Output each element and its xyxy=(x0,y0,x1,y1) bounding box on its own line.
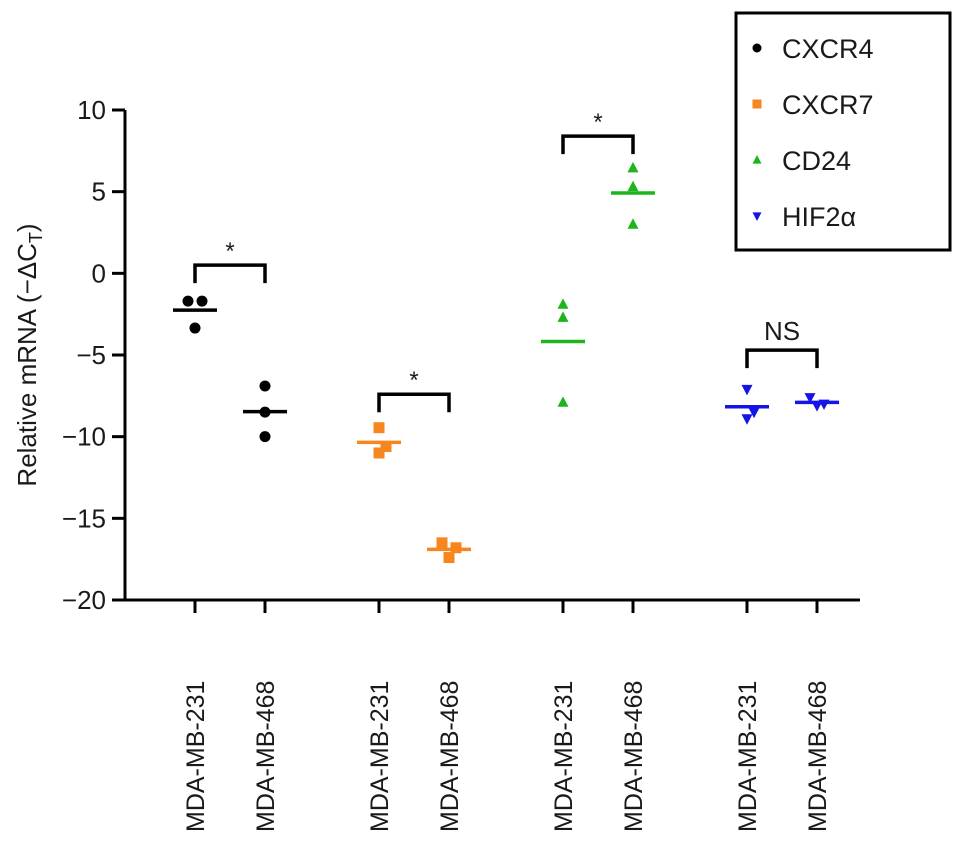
series-hif2 xyxy=(725,384,839,425)
y-axis-label-sub: T xyxy=(26,232,46,243)
data-point xyxy=(380,440,392,452)
data-point xyxy=(557,298,569,309)
y-tick-label: 10 xyxy=(77,95,106,125)
series-cd24 xyxy=(541,161,655,407)
y-tick-label: −5 xyxy=(76,340,106,370)
x-tick-label: MDA-MB-468 xyxy=(436,681,464,832)
legend-item: CXCR7 xyxy=(752,90,874,120)
x-tick-label: MDA-MB-468 xyxy=(252,681,280,832)
legend-item: CD24 xyxy=(752,146,851,176)
data-point xyxy=(557,396,569,407)
y-axis-label: Relative mRNA (−ΔCT) xyxy=(12,223,46,486)
significance-bracket xyxy=(193,263,267,284)
data-point xyxy=(373,447,385,459)
legend-label: CXCR4 xyxy=(782,34,874,64)
legend-marker xyxy=(752,155,762,164)
axes: 10 5 0 −5 −10 −15 −20 MDA-MB-231 MDA-MB-468 MDA-M… xyxy=(62,95,860,832)
data-point xyxy=(557,311,569,322)
x-tick-label: MDA-MB-468 xyxy=(620,681,648,832)
significance-bracket xyxy=(561,134,635,155)
legend-marker xyxy=(752,99,762,109)
legend-box xyxy=(734,11,952,252)
series-cxcr7 xyxy=(357,422,471,564)
data-point xyxy=(627,180,639,192)
y-tick-label: 0 xyxy=(92,258,106,288)
significance-bracket xyxy=(377,392,451,413)
x-tick-label: MDA-MB-468 xyxy=(804,681,832,832)
data-point xyxy=(804,393,816,404)
data-point xyxy=(182,295,194,307)
legend-marker xyxy=(752,43,762,53)
legend-label: CD24 xyxy=(782,146,851,176)
x-tick-label: MDA-MB-231 xyxy=(550,681,578,832)
y-tick-label: −20 xyxy=(62,585,106,615)
legend-item: HIF2α xyxy=(752,202,856,232)
y-tick-label: −10 xyxy=(62,422,106,452)
data-point xyxy=(189,322,201,334)
data-point xyxy=(436,537,448,549)
legend-label: CXCR7 xyxy=(782,90,874,120)
y-axis-label-main: Relative mRNA (−ΔC xyxy=(12,243,42,486)
y-tick-label: −15 xyxy=(62,503,106,533)
data-point xyxy=(748,407,760,419)
data-point xyxy=(741,384,753,396)
data-point xyxy=(259,380,271,392)
y-axis-label-end: ) xyxy=(12,223,42,232)
data-marks: * * * NS xyxy=(173,109,839,564)
legend-label: HIF2α xyxy=(782,202,856,232)
data-point xyxy=(259,431,271,443)
legend: CXCR4 CXCR7 CD24 HIF2α xyxy=(734,11,952,252)
data-point xyxy=(373,422,385,434)
significance-label: * xyxy=(225,238,234,265)
x-tick-label: MDA-MB-231 xyxy=(734,681,762,832)
y-tick-label: 5 xyxy=(92,177,106,207)
legend-marker xyxy=(752,212,762,221)
significance-label: * xyxy=(409,367,418,394)
data-point xyxy=(443,552,455,564)
significance-bracket xyxy=(745,348,819,369)
x-tick-label: MDA-MB-231 xyxy=(366,681,394,832)
data-point xyxy=(259,406,271,418)
series-cxcr4 xyxy=(173,295,287,443)
data-point xyxy=(450,542,462,554)
significance-label: * xyxy=(593,109,602,136)
data-point xyxy=(196,295,208,307)
data-point xyxy=(627,161,639,173)
data-point xyxy=(627,218,639,229)
significance-label: NS xyxy=(764,316,800,346)
legend-item: CXCR4 xyxy=(752,34,874,64)
data-point xyxy=(741,414,753,425)
data-point xyxy=(811,401,823,412)
x-tick-label: MDA-MB-231 xyxy=(182,681,210,832)
